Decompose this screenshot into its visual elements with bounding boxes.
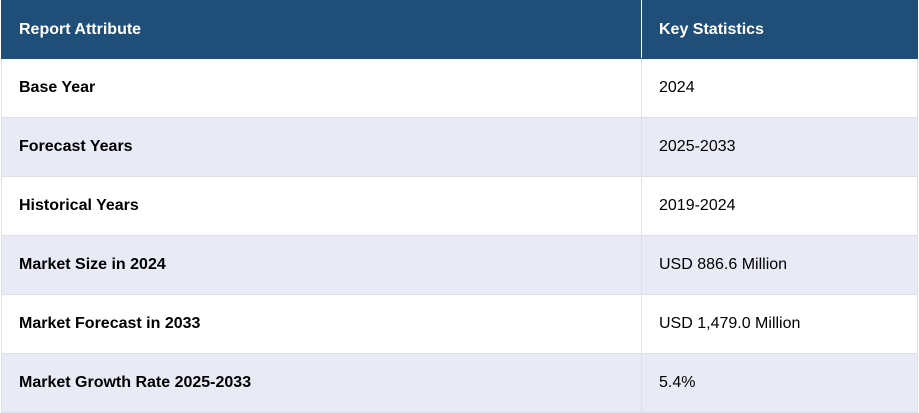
table-row: Market Size in 2024 USD 886.6 Million: [1, 235, 918, 295]
table-row: Historical Years 2019-2024: [1, 176, 918, 236]
attribute-cell: Market Forecast in 2033: [1, 294, 642, 354]
header-cell: Key Statistics: [641, 0, 918, 59]
attribute-cell: Market Size in 2024: [1, 235, 642, 295]
header-cell: Report Attribute: [1, 0, 642, 59]
value-cell: 5.4%: [641, 353, 918, 413]
attribute-cell: Forecast Years: [1, 117, 642, 177]
table-row: Base Year 2024: [1, 58, 918, 118]
attribute-cell: Market Growth Rate 2025-2033: [1, 353, 642, 413]
header-row: Report Attribute Key Statistics: [1, 0, 918, 59]
attribute-cell: Historical Years: [1, 176, 642, 236]
value-cell: USD 1,479.0 Million: [641, 294, 918, 354]
value-cell: 2025-2033: [641, 117, 918, 177]
value-cell: 2024: [641, 58, 918, 118]
attribute-cell: Base Year: [1, 58, 642, 118]
value-cell: 2019-2024: [641, 176, 918, 236]
table-row: Market Forecast in 2033 USD 1,479.0 Milli…: [1, 294, 918, 354]
table-row: Market Growth Rate 2025-2033 5.4%: [1, 353, 918, 413]
value-cell: USD 886.6 Million: [641, 235, 918, 295]
table-row: Forecast Years 2025-2033: [1, 117, 918, 177]
